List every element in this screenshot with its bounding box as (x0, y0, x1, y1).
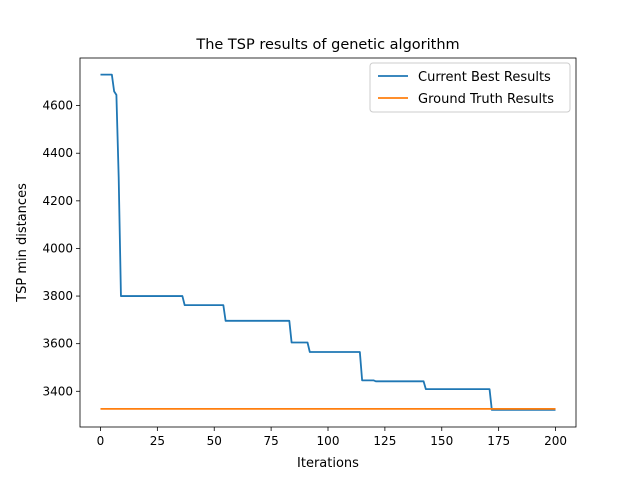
series-line-0 (100, 73, 556, 411)
plot-area (80, 58, 576, 427)
x-tick-label: 25 (150, 434, 165, 448)
y-tick-label: 4200 (42, 194, 73, 208)
legend-box (369, 62, 571, 113)
y-tick-label: 4600 (42, 99, 73, 113)
x-tick-label: 0 (97, 434, 105, 448)
x-axis-ticks: 0 25 50 75 100 125 150 175 200 (97, 427, 567, 448)
legend: Current Best Results Ground Truth Result… (369, 62, 571, 113)
x-tick-label: 125 (373, 434, 396, 448)
y-tick-label: 3800 (42, 289, 73, 303)
x-tick-label: 50 (207, 434, 222, 448)
series-layer (100, 73, 556, 411)
x-tick-label: 100 (317, 434, 340, 448)
y-axis-ticks: 3400 3600 3800 4000 4200 4400 4600 (42, 99, 80, 398)
x-tick-label: 175 (487, 434, 510, 448)
plot-frame (79, 57, 577, 428)
x-tick-label: 150 (430, 434, 453, 448)
x-axis-label: Iterations (297, 456, 359, 471)
y-tick-label: 3600 (42, 337, 73, 351)
legend-label-ground-truth: Ground Truth Results (418, 92, 554, 107)
chart-title: The TSP results of genetic algorithm (195, 37, 459, 53)
x-tick-label: 75 (263, 434, 278, 448)
x-tick-label: 200 (544, 434, 567, 448)
y-tick-label: 3400 (42, 384, 73, 398)
y-tick-label: 4000 (42, 241, 73, 255)
y-tick-label: 4400 (42, 146, 73, 160)
legend-label-current-best: Current Best Results (418, 70, 551, 85)
y-axis-label: TSP min distances (15, 183, 30, 303)
